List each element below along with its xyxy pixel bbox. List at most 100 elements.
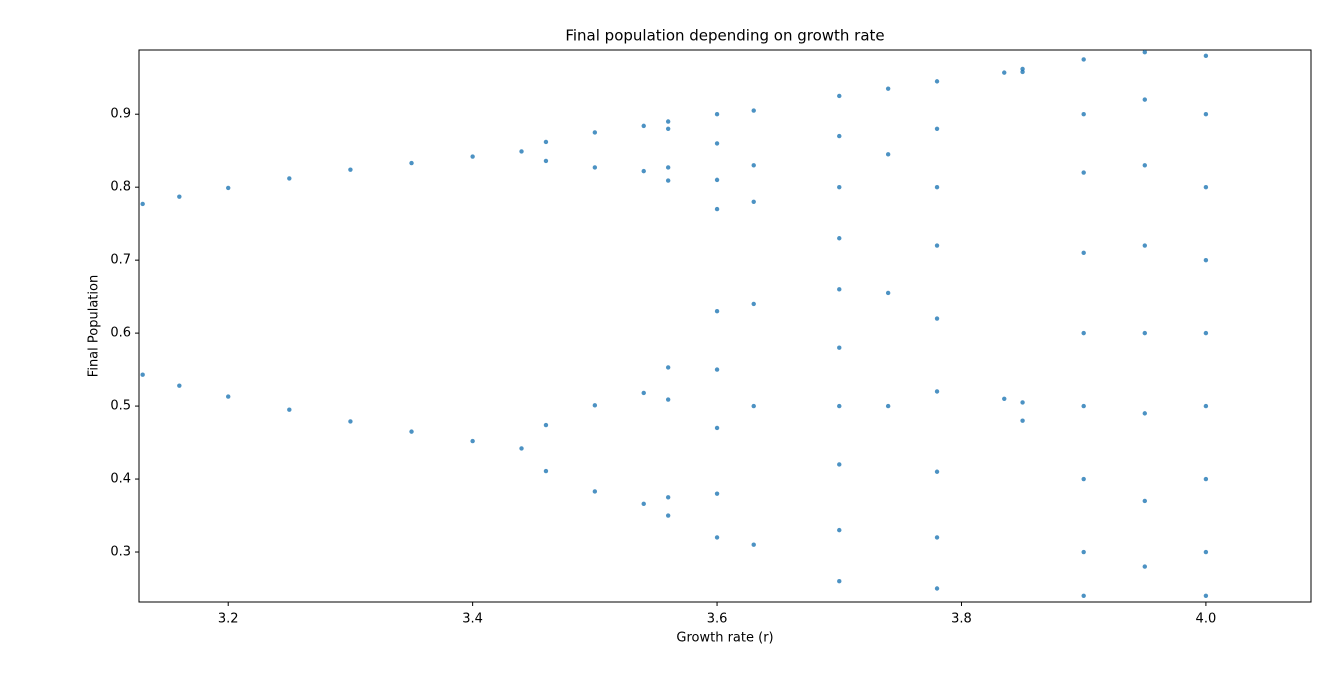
- point: [140, 201, 145, 207]
- point: [714, 367, 720, 372]
- point: [714, 177, 720, 183]
- point: [751, 163, 756, 168]
- chart-title: Final population depending on growth rat…: [565, 27, 884, 45]
- point: [348, 419, 353, 424]
- point: [519, 446, 524, 451]
- point: [665, 397, 671, 402]
- x-tick-label: 4.0: [1196, 612, 1217, 627]
- point: [287, 176, 292, 181]
- point: [543, 158, 549, 164]
- point: [409, 429, 414, 434]
- point: [885, 290, 891, 296]
- point: [714, 491, 720, 496]
- point: [1203, 593, 1209, 598]
- point: [470, 154, 475, 159]
- point: [470, 438, 475, 444]
- point: [1203, 549, 1209, 555]
- y-tick-label: 0.9: [110, 107, 131, 122]
- point: [409, 160, 414, 166]
- y-tick-label: 0.6: [110, 326, 131, 341]
- point: [934, 184, 940, 190]
- point: [934, 469, 940, 474]
- point: [1020, 400, 1025, 405]
- point: [934, 79, 940, 84]
- point: [592, 130, 598, 135]
- point: [1081, 403, 1086, 409]
- point: [1142, 163, 1147, 168]
- point: [1203, 257, 1209, 263]
- point: [1203, 476, 1209, 482]
- point: [714, 141, 720, 146]
- x-axis-label: Growth rate (r): [676, 631, 773, 646]
- point: [714, 309, 720, 314]
- point: [641, 168, 646, 174]
- point: [1203, 403, 1209, 409]
- point: [885, 86, 891, 91]
- point: [751, 542, 756, 547]
- point: [885, 152, 891, 157]
- point: [714, 206, 720, 212]
- point: [1002, 70, 1007, 75]
- point: [641, 123, 646, 129]
- point: [287, 407, 292, 412]
- x-tick-label: 3.8: [951, 612, 972, 627]
- point: [1142, 243, 1147, 248]
- point: [641, 501, 646, 507]
- point: [592, 489, 598, 494]
- point: [837, 236, 842, 241]
- y-tick-label: 0.7: [110, 253, 131, 268]
- point: [543, 468, 549, 474]
- point: [519, 149, 524, 154]
- x-tick-label: 3.2: [218, 612, 239, 627]
- point: [665, 119, 671, 124]
- point: [1142, 564, 1147, 569]
- point: [348, 167, 353, 172]
- point: [1002, 396, 1007, 401]
- point: [751, 301, 756, 307]
- point: [934, 126, 940, 132]
- point: [837, 184, 842, 190]
- y-tick-label: 0.5: [110, 399, 131, 414]
- point: [837, 287, 842, 292]
- x-tick-label: 3.6: [707, 612, 728, 627]
- point: [665, 126, 671, 132]
- point: [1020, 69, 1025, 75]
- point: [751, 108, 756, 113]
- y-tick-label: 0.8: [110, 180, 131, 195]
- point: [1142, 498, 1147, 504]
- point: [934, 243, 940, 248]
- point: [1203, 53, 1209, 59]
- point: [1142, 97, 1147, 102]
- point: [837, 579, 842, 584]
- point: [1081, 549, 1086, 555]
- point: [837, 133, 842, 139]
- point: [665, 365, 671, 370]
- point: [592, 165, 598, 170]
- point: [1203, 184, 1209, 190]
- point: [837, 345, 842, 350]
- point: [837, 527, 842, 533]
- point: [934, 586, 940, 591]
- y-axis-label: Final Population: [87, 275, 102, 377]
- point: [543, 139, 549, 145]
- point: [714, 535, 720, 540]
- point: [1081, 112, 1086, 117]
- point: [1142, 411, 1147, 416]
- point: [1203, 112, 1209, 117]
- point: [837, 93, 842, 99]
- point: [1142, 330, 1147, 336]
- point: [1203, 330, 1209, 336]
- point: [934, 535, 940, 540]
- x-tick-label: 3.4: [462, 612, 483, 627]
- point: [885, 403, 891, 409]
- point: [714, 425, 720, 431]
- point: [1081, 330, 1086, 336]
- point: [1020, 418, 1025, 423]
- y-tick-label: 0.3: [110, 545, 131, 560]
- point: [140, 372, 145, 377]
- point: [934, 389, 940, 394]
- point: [837, 403, 842, 409]
- point: [1081, 250, 1086, 256]
- point: [665, 495, 671, 500]
